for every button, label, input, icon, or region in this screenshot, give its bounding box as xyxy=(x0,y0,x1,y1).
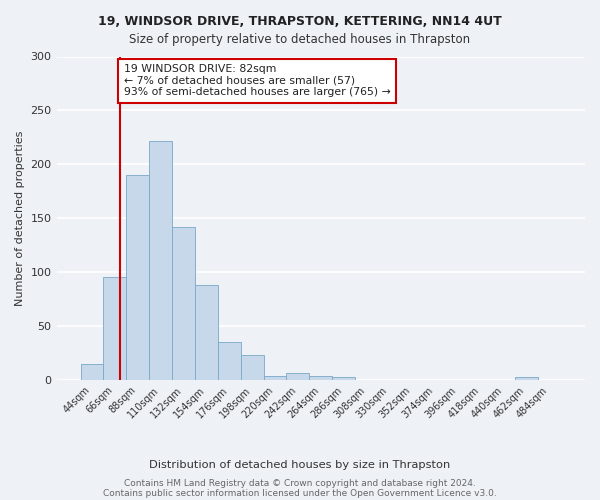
Y-axis label: Number of detached properties: Number of detached properties xyxy=(15,130,25,306)
Bar xyxy=(332,377,355,380)
Bar xyxy=(80,364,103,380)
Bar xyxy=(286,372,310,380)
Bar xyxy=(218,342,241,380)
Text: Size of property relative to detached houses in Thrapston: Size of property relative to detached ho… xyxy=(130,32,470,46)
Bar xyxy=(263,376,286,380)
Text: 19 WINDSOR DRIVE: 82sqm
← 7% of detached houses are smaller (57)
93% of semi-det: 19 WINDSOR DRIVE: 82sqm ← 7% of detached… xyxy=(124,64,390,98)
Bar xyxy=(195,286,218,380)
Text: Distribution of detached houses by size in Thrapston: Distribution of detached houses by size … xyxy=(149,460,451,470)
Bar xyxy=(241,356,263,380)
Text: Contains HM Land Registry data © Crown copyright and database right 2024.: Contains HM Land Registry data © Crown c… xyxy=(124,478,476,488)
Bar xyxy=(310,376,332,380)
Text: Contains public sector information licensed under the Open Government Licence v3: Contains public sector information licen… xyxy=(103,488,497,498)
Text: 19, WINDSOR DRIVE, THRAPSTON, KETTERING, NN14 4UT: 19, WINDSOR DRIVE, THRAPSTON, KETTERING,… xyxy=(98,15,502,28)
Bar xyxy=(103,276,127,380)
Bar xyxy=(515,377,538,380)
Bar xyxy=(149,140,172,380)
Bar xyxy=(172,227,195,380)
Bar xyxy=(127,175,149,380)
